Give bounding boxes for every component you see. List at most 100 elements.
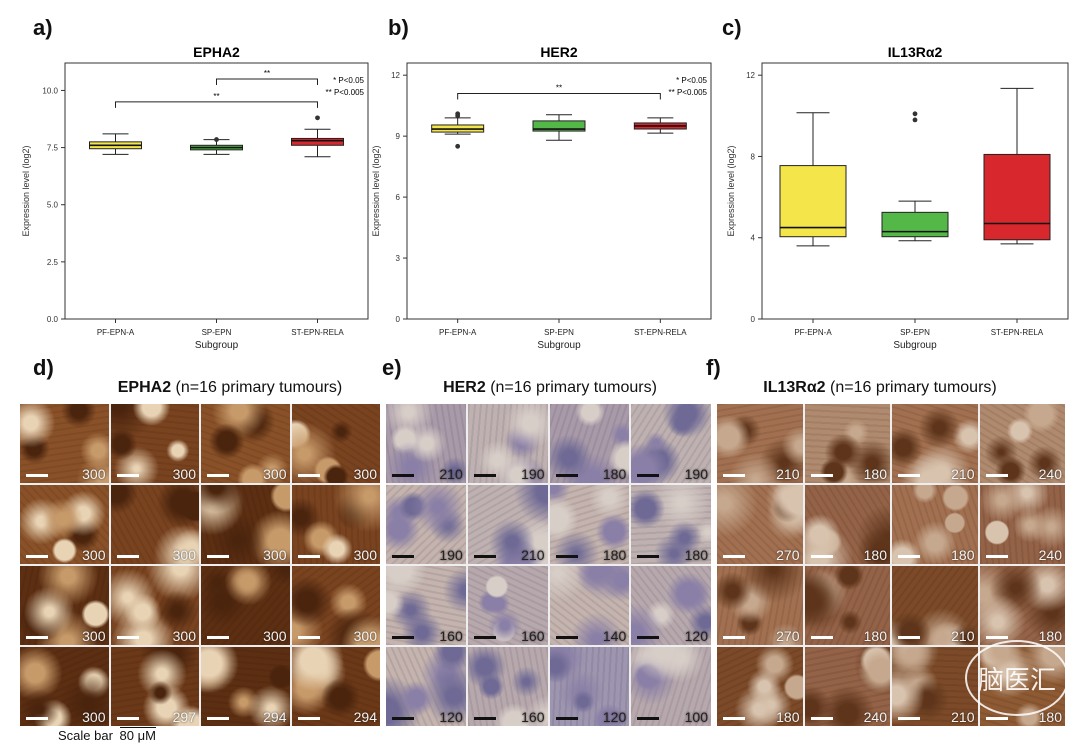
tile-hscore: 294	[353, 709, 377, 725]
significance-bracket: **	[457, 83, 661, 100]
tile-scale-bar	[473, 474, 496, 477]
ihc-tile: 300	[20, 485, 109, 564]
ihc-tile: 190	[631, 404, 711, 483]
tile-scale-bar	[297, 474, 320, 477]
tile-hscore: 120	[439, 709, 463, 725]
bracket-line	[115, 101, 318, 108]
ihc-tile: 180	[549, 404, 630, 483]
tile-hscore: 120	[684, 628, 708, 644]
box-st-epn-rela	[291, 115, 344, 158]
tile-hscore: 180	[863, 466, 887, 482]
ihc-tile: 294	[201, 647, 290, 726]
tile-scale-bar	[392, 717, 414, 720]
y-tick-label: 7.5	[47, 144, 59, 153]
tile-hscore: 300	[172, 466, 196, 482]
y-tick-label: 4	[751, 234, 756, 243]
box-body	[291, 137, 344, 146]
ihc-tile: 300	[201, 485, 290, 564]
ihc-tile: 180	[717, 647, 803, 726]
x-tick-label: ST-EPN-RELA	[991, 328, 1044, 337]
ihc-tile: 180	[804, 404, 890, 483]
ihc-tile: 300	[201, 404, 290, 483]
tile-hscore: 300	[172, 547, 196, 563]
tile-hscore: 300	[263, 628, 287, 644]
tile-hscore: 190	[521, 466, 545, 482]
ihc-title-her2: HER2 (n=16 primary tumours)	[443, 379, 657, 396]
ihc-tile: 190	[386, 485, 466, 564]
ihc-tile: 300	[110, 404, 199, 483]
y-tick-label: 0.0	[47, 315, 59, 324]
tile-scale-bar	[297, 636, 320, 639]
y-tick-label: 10.0	[42, 86, 58, 95]
ihc-tile: 120	[386, 647, 466, 726]
outlier-point	[455, 143, 461, 149]
tile-scale-bar	[637, 474, 660, 477]
significance-legend: ** P<0.005	[326, 88, 365, 97]
tile-scale-bar	[810, 717, 833, 720]
tile-hscore: 300	[82, 709, 106, 725]
tile-hscore: 180	[951, 547, 975, 563]
box-pf-epn-a	[89, 133, 142, 155]
tile-scale-bar	[810, 474, 833, 477]
tile-scale-bar	[207, 717, 229, 720]
tile-hscore: 160	[521, 709, 545, 725]
y-tick-label: 8	[751, 152, 756, 161]
tile-hscore: 180	[1038, 628, 1062, 644]
tile-scale-bar	[723, 636, 745, 639]
box-st-epn-rela	[633, 117, 687, 134]
tile-scale-bar	[116, 555, 139, 558]
ihc-tile: 210	[892, 566, 978, 645]
tile-scale-bar	[985, 555, 1008, 558]
ihc-tile: 160	[467, 566, 548, 645]
tile-scale-bar	[26, 717, 48, 720]
ihc-title-epha2: EPHA2 (n=16 primary tumours)	[117, 379, 343, 396]
significance-legend: ** P<0.005	[669, 88, 708, 97]
ihc-tile: 180	[631, 485, 711, 564]
ihc-tile: 180	[892, 485, 978, 564]
tile-hscore: 180	[602, 547, 627, 563]
significance-legend: * P<0.05	[676, 76, 707, 85]
tile-scale-bar	[555, 474, 578, 477]
ihc-tile: 240	[979, 404, 1065, 483]
ihc-tile: 100	[631, 647, 711, 726]
boxplot-epha2: EPHA2 0.0 2.5 5.0 7.5 10.0 Expression level (l…	[21, 44, 369, 351]
tile-hscore: 180	[602, 466, 627, 482]
box-body	[881, 211, 949, 238]
ihc-tile: 300	[110, 566, 199, 645]
ihc-tile: 300	[20, 647, 109, 726]
watermark-logo: 脑医汇	[965, 640, 1069, 716]
tile-scale-bar	[810, 555, 833, 558]
ihc-tile: 180	[979, 566, 1065, 645]
tile-scale-bar	[26, 636, 48, 639]
ihc-tile: 300	[291, 566, 380, 645]
significance-legend: * P<0.05	[333, 76, 364, 85]
outlier-point	[912, 111, 918, 117]
ihc-tile: 140	[549, 566, 630, 645]
tile-scale-bar	[26, 474, 48, 477]
tile-scale-bar	[392, 555, 414, 558]
significance-bracket: **	[115, 92, 318, 108]
tile-hscore: 160	[521, 628, 545, 644]
y-tick-label: 6	[396, 193, 401, 202]
ihc-tile: 180	[549, 485, 630, 564]
ihc-grid-epha2: 300 300 300 300 300 300 300 300 300 300 300 300 300 2…	[20, 404, 380, 726]
tile-hscore: 210	[951, 466, 975, 482]
x-axis-label: Subgroup	[893, 340, 937, 351]
tile-hscore: 300	[82, 628, 106, 644]
tile-scale-bar	[297, 717, 320, 720]
ihc-tile: 160	[467, 647, 548, 726]
y-tick-label: 5.0	[47, 201, 59, 210]
panel-label-a: a)	[33, 15, 53, 40]
panel-label-c: c)	[722, 15, 742, 40]
ihc-grid-her2: 210 190 180 190 190 210 180 180 160 160 140 120 120 1…	[386, 404, 711, 726]
bracket-label: **	[556, 83, 562, 92]
ihc-tile: 180	[804, 485, 890, 564]
box-sp-epn	[881, 111, 949, 242]
tile-scale-bar	[810, 636, 833, 639]
y-axis-label: Expression level (log2)	[726, 145, 736, 236]
chart-title: HER2	[540, 44, 578, 60]
scale-bar-caption: Scale bar 80 μM	[58, 727, 156, 743]
panel-label-d: d)	[33, 355, 54, 380]
box-body	[779, 165, 847, 238]
ihc-tile: 300	[20, 404, 109, 483]
